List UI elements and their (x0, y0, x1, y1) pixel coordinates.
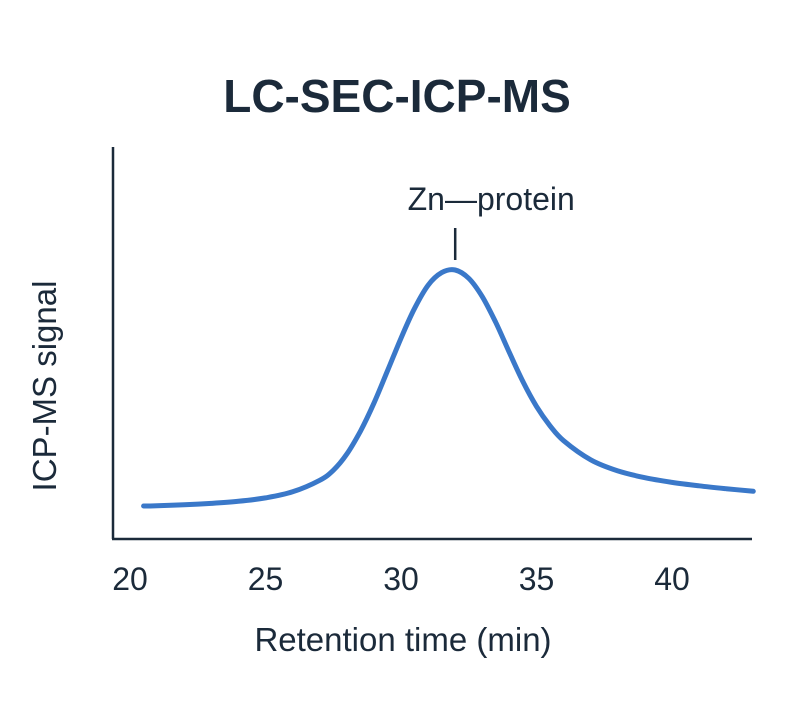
x-tick-label: 25 (248, 561, 284, 597)
x-axis-label: Retention time (min) (254, 621, 551, 658)
peak-annotation-label: Zn—protein (408, 181, 575, 217)
chart-title: LC-SEC-ICP-MS (223, 70, 571, 122)
y-axis-label: ICP-MS signal (26, 281, 63, 492)
x-tick-label: 30 (383, 561, 419, 597)
x-tick-label: 35 (519, 561, 555, 597)
x-tick-label: 20 (112, 561, 148, 597)
signal-trace-line (141, 267, 756, 509)
x-tick-labels: 20 25 30 35 40 (112, 561, 690, 597)
annotation-layer: Zn—protein (408, 181, 575, 260)
series-layer (141, 267, 756, 509)
x-tick-label: 40 (654, 561, 690, 597)
